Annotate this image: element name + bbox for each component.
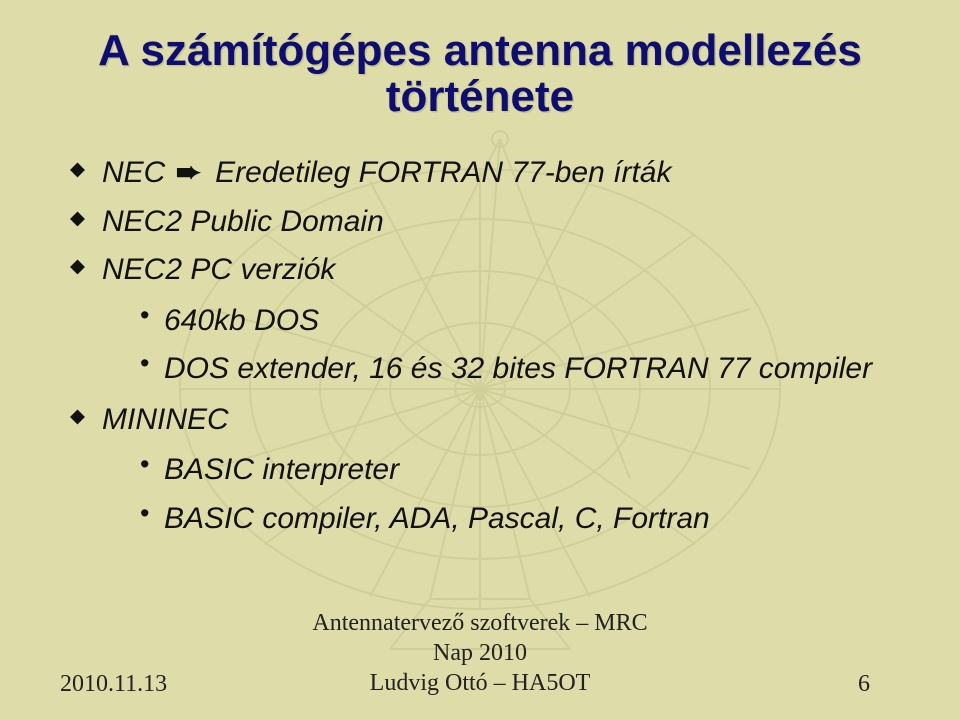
sub-dos-extender: DOS extender, 16 és 32 bites FORTRAN 77 … <box>140 346 900 393</box>
slide-title: A számítógépes antenna modellezés történ… <box>60 28 900 120</box>
bullet-list: NEC ➨ Eredetileg FORTRAN 77-ben írták NE… <box>60 150 900 542</box>
arrow-icon: ➨ <box>176 156 201 189</box>
bullet-nec-label: NEC <box>102 156 165 189</box>
bullet-nec: NEC ➨ Eredetileg FORTRAN 77-ben írták <box>70 150 900 197</box>
bullet-mininec: MININEC BASIC interpreter BASIC compiler… <box>70 397 900 543</box>
mininec-sublist: BASIC interpreter BASIC compiler, ADA, P… <box>102 447 900 542</box>
nec2-sublist: 640kb DOS DOS extender, 16 és 32 bites F… <box>102 298 900 393</box>
footer-line1: Antennatervező szoftverek – MRC <box>312 610 647 636</box>
title-line-2: története <box>386 72 574 121</box>
bullet-nec2-pc-label: NEC2 PC verziók <box>102 253 335 286</box>
footer-center: Antennatervező szoftverek – MRC Nap 2010… <box>312 608 647 698</box>
title-line-1: A számítógépes antenna modellezés <box>98 26 862 75</box>
bullet-nec-desc: Eredetileg FORTRAN 77-ben írták <box>215 156 671 189</box>
footer-line2: Nap 2010 <box>433 640 527 666</box>
bullet-mininec-label: MININEC <box>102 403 229 436</box>
bullet-nec2-pd: NEC2 Public Domain <box>70 199 900 246</box>
sub-basic-interp: BASIC interpreter <box>140 447 900 494</box>
sub-basic-compiler: BASIC compiler, ADA, Pascal, C, Fortran <box>140 496 900 543</box>
bullet-nec2-pc: NEC2 PC verziók 640kb DOS DOS extender, … <box>70 247 900 393</box>
sub-640kb: 640kb DOS <box>140 298 900 345</box>
footer-page-number: 6 <box>858 671 870 698</box>
footer-date: 2010.11.13 <box>60 671 167 698</box>
footer-line3: Ludvig Ottó – HA5OT <box>370 670 591 696</box>
